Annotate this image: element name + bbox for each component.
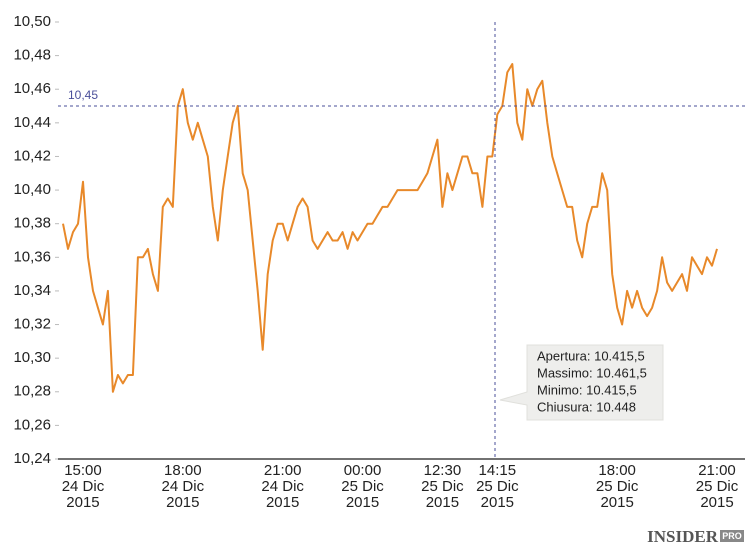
x-tick-label: 18:00 25 Dic 2015	[595, 462, 639, 511]
y-tick-label: 10,24	[13, 450, 51, 467]
price-line	[62, 63, 718, 393]
y-tick-label: 10,50	[13, 13, 51, 30]
tooltip-line: Chiusura: 10.448	[537, 399, 636, 414]
y-tick-label: 10,34	[13, 282, 51, 299]
tooltip-line: Apertura: 10.415,5	[537, 348, 645, 363]
x-tick-label: 21:00 25 Dic 2015	[695, 462, 739, 511]
y-tick-label: 10,48	[13, 47, 51, 64]
logo: INSIDER	[647, 527, 719, 546]
y-tick-label: 10,46	[13, 80, 51, 97]
tooltip-line: Minimo: 10.415,5	[537, 382, 637, 397]
y-tick-label: 10,28	[13, 383, 51, 400]
y-tick-label: 10,32	[13, 316, 51, 333]
y-tick-label: 10,38	[13, 215, 51, 232]
x-tick-label: 18:00 24 Dic 2015	[161, 462, 205, 511]
y-tick-label: 10,40	[13, 181, 51, 198]
y-tick-label: 10,44	[13, 114, 51, 131]
logo-badge-bg	[720, 530, 744, 542]
logo-badge: PRO	[722, 531, 742, 541]
y-tick-label: 10,26	[13, 416, 51, 433]
x-tick-label: 14:15 25 Dic 2015	[476, 462, 519, 511]
y-tick-label: 10,30	[13, 349, 51, 366]
x-tick-label: 15:00 24 Dic 2015	[61, 462, 105, 511]
x-tick-label: 21:00 24 Dic 2015	[261, 462, 304, 511]
y-tick-label: 10,42	[13, 147, 51, 164]
reference-label: 10,45	[68, 88, 98, 102]
x-tick-label: 00:00 25 Dic 2015	[341, 462, 384, 511]
tooltip-line: Massimo: 10.461,5	[537, 365, 647, 380]
x-tick-label: 12:30 25 Dic 2015	[421, 462, 464, 511]
tooltip-box	[499, 344, 664, 421]
y-tick-label: 10,36	[13, 248, 51, 265]
